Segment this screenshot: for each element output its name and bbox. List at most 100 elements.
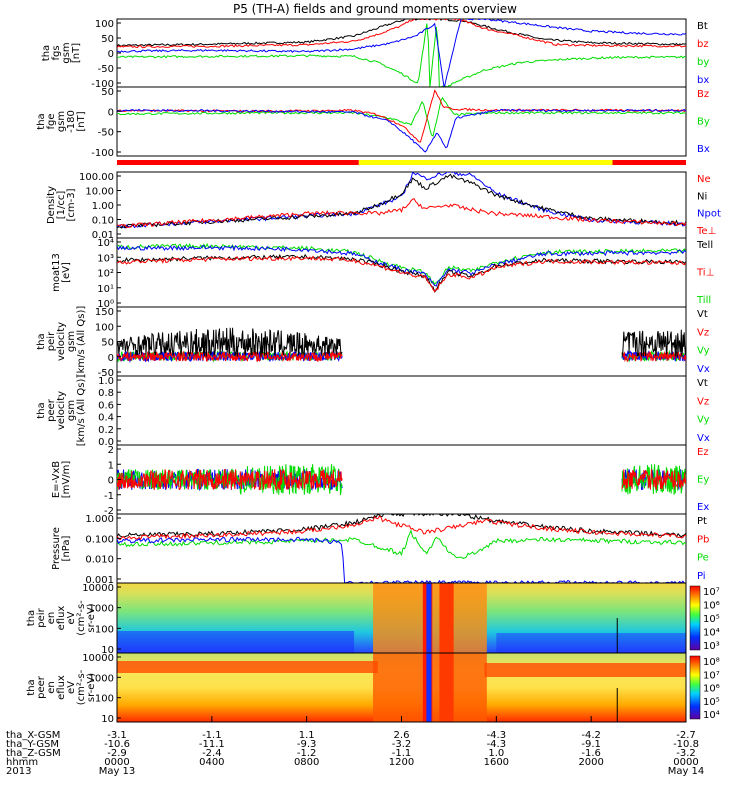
legend-fge-Bx: Bx (697, 144, 710, 155)
ylabel-peer-2: velocity (56, 391, 67, 430)
ephem-value-0-5: -4.2 (581, 730, 601, 741)
xtick-label-4: 1600 (484, 757, 509, 768)
ylabel-efield-0: E=-VxB (51, 461, 62, 498)
spectrogram-stripe-peer_spec (426, 653, 432, 722)
mode-bar-slow-2 (612, 160, 686, 165)
ylabel-density-2: [cm-3] (66, 188, 77, 221)
series-fge-By (117, 96, 686, 137)
series-density-Ne (117, 198, 686, 228)
ytick-label-peir_spec-1: 1000 (89, 604, 114, 615)
ylabel-fge-3: -180 (66, 110, 77, 133)
series-fge-Bz (117, 89, 686, 143)
series-fge-Bx (117, 108, 686, 153)
ylabel-peer_spec-2: en (46, 681, 57, 694)
legend-density-Ni: Ni (697, 191, 707, 202)
ephem-label-2: tha_Z-GSM (6, 748, 61, 759)
ylabel-peir_spec-1: peir (36, 607, 47, 627)
ylabel-pressure-1: [nPa] (61, 535, 72, 561)
ytick-label-peir_spec-2: 100 (95, 624, 114, 635)
spectrogram-stripe-peir_spec (426, 583, 432, 653)
colorbar-peir_spec (689, 585, 701, 651)
ytick-label-fgs-3: -50 (98, 64, 114, 75)
ephem-value-1-3: -3.2 (392, 739, 412, 750)
ephem-value-0-6: -2.7 (676, 730, 696, 741)
series-temp-Ti⊥ (117, 244, 686, 287)
noise-efield-red-1 (621, 469, 686, 490)
panel-frame-peer (116, 375, 687, 446)
legend-peer-Vx: Vx (697, 433, 710, 444)
ylabel-peir_spec-6: sr-eV) (86, 603, 97, 632)
ytick-label-temp-0: 10⁴ (97, 238, 114, 249)
ylabel-peer-3: gsm (66, 400, 77, 421)
colorbar-label-peer_spec-1: 10⁷ (703, 670, 720, 681)
ytick-label-temp-1: 10³ (97, 253, 114, 264)
legend-peir-Vy: Vy (697, 346, 710, 357)
ytick-label-fgs-1: 50 (101, 34, 114, 45)
ephem-value-0-2: 1.1 (299, 730, 315, 741)
ytick-label-peer_spec-2: 100 (95, 694, 114, 705)
ephem-value-2-5: -1.6 (581, 748, 601, 759)
legend-peer-Vz: Vz (697, 396, 709, 407)
ylabel-peir_spec-2: en (46, 612, 57, 625)
ephem-value-2-6: -3.2 (676, 748, 696, 759)
ytick-label-fgs-4: -100 (91, 79, 114, 90)
ytick-label-peer-3: 0.4 (98, 413, 114, 424)
spectrogram-eband-peer_spec (117, 661, 378, 673)
ylabel-density-1: [1/cc] (56, 191, 67, 220)
ytick-label-fge-0: 50 (101, 87, 114, 98)
ylabel-peer-1: peer (46, 398, 57, 422)
series-pressure-Pb (117, 515, 686, 541)
ylabel-peer_spec-1: peer (36, 675, 47, 699)
legend-fgs-by: by (697, 57, 709, 68)
ylabel-fgs-2: gsm (61, 42, 72, 63)
legend-temp-Till: Till (696, 295, 711, 306)
ephem-label-4: 2013 (6, 766, 31, 777)
ytick-label-efield-1: 1 (108, 460, 114, 471)
ephem-value-1-1: -11.1 (199, 739, 225, 750)
xtick-label-5: 2000 (578, 757, 603, 768)
ephem-label-3: hhmm (6, 757, 38, 768)
ytick-label-efield-3: -1 (104, 491, 114, 502)
ephem-value-0-4: -4.3 (487, 730, 507, 741)
ephem-label-1: tha_Y-GSM (6, 739, 59, 750)
ytick-label-peir-4: -50 (98, 368, 114, 379)
ytick-label-fgs-2: 0 (108, 49, 114, 60)
series-temp-Till (117, 242, 686, 286)
legend-pressure-Pt: Pt (697, 516, 707, 527)
panel-frame-fgs (116, 18, 687, 88)
ephem-value-2-4: 1.0 (488, 748, 504, 759)
ylabel-peir_spec-0: tha (26, 610, 37, 626)
ytick-label-peer-0: 1.0 (98, 376, 114, 387)
ylabel-peir_spec-5: (cm²-s- (76, 600, 87, 636)
legend-fge-Bz: Bz (697, 89, 709, 100)
colorbar-label-peir_spec-4: 10³ (703, 641, 720, 652)
ytick-label-fge-2: -50 (98, 128, 114, 139)
ylabel-peir-2: velocity (56, 322, 67, 361)
ephem-value-2-3: -1.1 (392, 748, 412, 759)
ylabel-fge-1: fge (46, 113, 57, 129)
colorbar-label-peir_spec-1: 10⁶ (703, 601, 720, 612)
colorbar-label-peir_spec-0: 10⁷ (703, 587, 720, 598)
ylabel-temp-0: moat13 (51, 253, 62, 292)
colorbar-label-peer_spec-3: 10⁵ (703, 697, 720, 708)
ylabel-peir_spec-3: eflux (56, 606, 67, 631)
series-fgs-bz (117, 19, 686, 49)
noise-efield-red-0 (117, 468, 343, 491)
legend-density-Npot: Npot (697, 209, 721, 220)
ylabel-efield-1: [mV/m] (61, 461, 72, 499)
series-pressure-Pi (117, 536, 686, 583)
ytick-label-temp-3: 10¹ (97, 284, 114, 295)
ylabel-pressure-0: Pressure (51, 527, 62, 570)
ephem-value-2-0: -2.9 (107, 748, 127, 759)
legend-efield-Ez: Ez (697, 447, 709, 458)
ephem-value-2-2: -1.2 (297, 748, 317, 759)
noise-peir-black-0 (117, 327, 343, 357)
legend-fge-By: By (697, 117, 710, 128)
ephem-value-0-1: -1.1 (202, 730, 222, 741)
ytick-label-pressure-0: 1.000 (85, 514, 114, 525)
ylabel-peer-0: tha (36, 402, 47, 418)
ytick-label-peir-0: 150 (95, 307, 114, 318)
xtick-label-0: 0000 (104, 757, 129, 768)
ylabel-fge-0: tha (36, 113, 47, 129)
legend-temp-Tell: Tell (696, 240, 713, 251)
